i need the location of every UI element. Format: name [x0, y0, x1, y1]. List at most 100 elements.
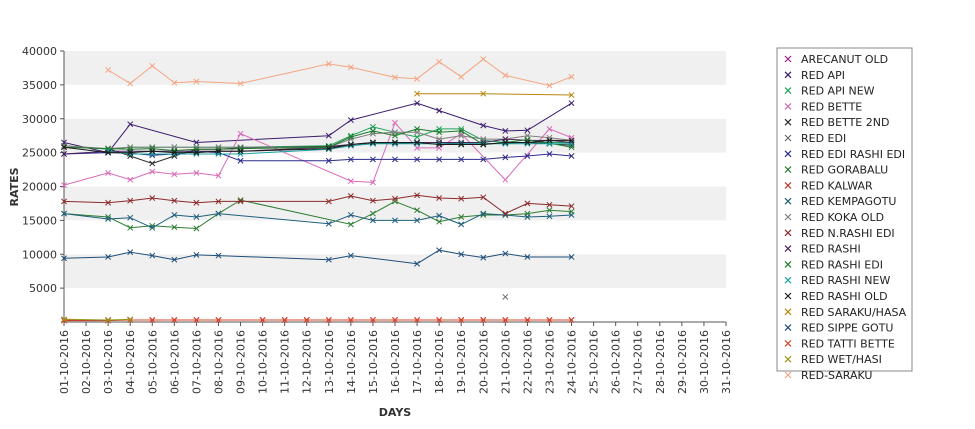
grid-bands	[64, 51, 726, 322]
data-point	[347, 178, 354, 185]
data-point	[105, 67, 112, 73]
data-point	[524, 153, 531, 159]
data-point	[325, 145, 332, 152]
legend-marker	[784, 71, 792, 79]
data-point	[237, 151, 244, 157]
series	[61, 247, 575, 267]
x-tick-label: 24-10-2016	[566, 330, 579, 394]
y-tick-label: 20000	[22, 181, 57, 194]
data-point	[568, 73, 575, 80]
y-tick-label: 35000	[22, 79, 57, 92]
data-point	[480, 210, 487, 217]
data-point	[171, 317, 178, 323]
data-point	[458, 141, 465, 148]
data-point	[105, 254, 112, 260]
legend-item: RED SARAKU/HASA	[784, 306, 907, 319]
data-point	[392, 217, 398, 224]
y-axis: 5000 10000 15000 20000 25000 30000 35000 40000	[22, 45, 65, 322]
data-point	[546, 317, 553, 323]
data-point	[237, 148, 244, 155]
legend-label: RED KOKA OLD	[801, 211, 884, 224]
grid-band	[64, 186, 726, 221]
legend-item: RED RASHI NEW	[784, 274, 890, 287]
data-point	[392, 156, 398, 163]
data-point	[347, 193, 354, 199]
data-point	[524, 127, 531, 134]
data-point	[127, 224, 134, 231]
data-point	[171, 79, 178, 86]
x-tick-label: 30-10-2016	[698, 330, 711, 394]
legend-label: RED KEMPAGOTU	[801, 195, 896, 208]
data-point	[171, 197, 178, 204]
series	[61, 192, 575, 217]
x-tick-label: 15-10-2016	[367, 330, 380, 394]
y-tick-label: 30000	[22, 113, 57, 126]
x-tick-label: 09-10-2016	[235, 330, 248, 394]
data-point	[414, 207, 421, 214]
legend-item: RED GORABALU	[784, 164, 888, 177]
data-point	[325, 132, 332, 139]
data-point	[568, 100, 575, 107]
data-point	[127, 197, 134, 204]
data-point	[149, 317, 156, 323]
data-point	[392, 132, 398, 139]
data-point	[171, 224, 178, 231]
legend-label: RED-SARAKU	[801, 369, 872, 382]
data-point	[524, 200, 531, 207]
legend-marker	[784, 55, 792, 63]
data-point	[546, 201, 553, 208]
data-point	[369, 127, 376, 134]
series	[61, 137, 575, 156]
data-point	[369, 317, 376, 323]
data-point	[480, 254, 487, 261]
legend-marker	[784, 245, 792, 253]
data-point	[458, 127, 465, 134]
legend-label: RED SIPPE GOTU	[801, 322, 893, 335]
legend-marker	[784, 324, 792, 332]
data-point	[149, 148, 156, 155]
data-point	[414, 156, 421, 163]
legend-label: RED EDI RASHI EDI	[801, 148, 905, 161]
data-point	[369, 156, 376, 163]
series-line	[63, 150, 572, 162]
legend-marker	[784, 371, 792, 379]
y-tick-label: 10000	[22, 248, 57, 261]
series-line	[63, 102, 572, 154]
x-tick-label: 06-10-2016	[168, 330, 181, 394]
data-point	[436, 107, 443, 114]
legend-marker	[784, 150, 792, 158]
data-point	[502, 127, 509, 134]
data-point	[149, 62, 156, 69]
data-point	[568, 92, 575, 98]
data-point	[193, 214, 200, 220]
data-point	[436, 141, 443, 148]
series-line	[63, 194, 572, 215]
legend-label: RED RASHI NEW	[801, 274, 890, 287]
data-point	[369, 210, 376, 217]
data-point	[458, 221, 465, 228]
data-point	[193, 225, 200, 232]
legend-marker	[784, 87, 792, 95]
data-point	[480, 56, 487, 63]
data-point	[193, 317, 200, 323]
data-point	[215, 151, 222, 157]
data-point	[127, 316, 134, 323]
data-point	[149, 160, 156, 167]
data-point	[392, 317, 398, 323]
legend-item: ARECANUT OLD	[784, 53, 888, 66]
data-point	[480, 194, 487, 201]
y-tick-label: 5000	[29, 282, 57, 295]
data-point	[215, 317, 222, 323]
data-point	[546, 125, 553, 132]
x-tick-label: 16-10-2016	[389, 330, 402, 394]
legend-marker	[784, 166, 792, 174]
data-point	[61, 151, 67, 157]
data-point	[325, 60, 332, 67]
data-point	[127, 149, 134, 156]
x-tick-label: 11-10-2016	[279, 330, 292, 394]
legend-item: RED KALWAR	[784, 179, 873, 192]
data-point	[237, 130, 244, 137]
legend-label: RED RASHI OLD	[801, 290, 888, 303]
series-layer	[61, 56, 575, 324]
